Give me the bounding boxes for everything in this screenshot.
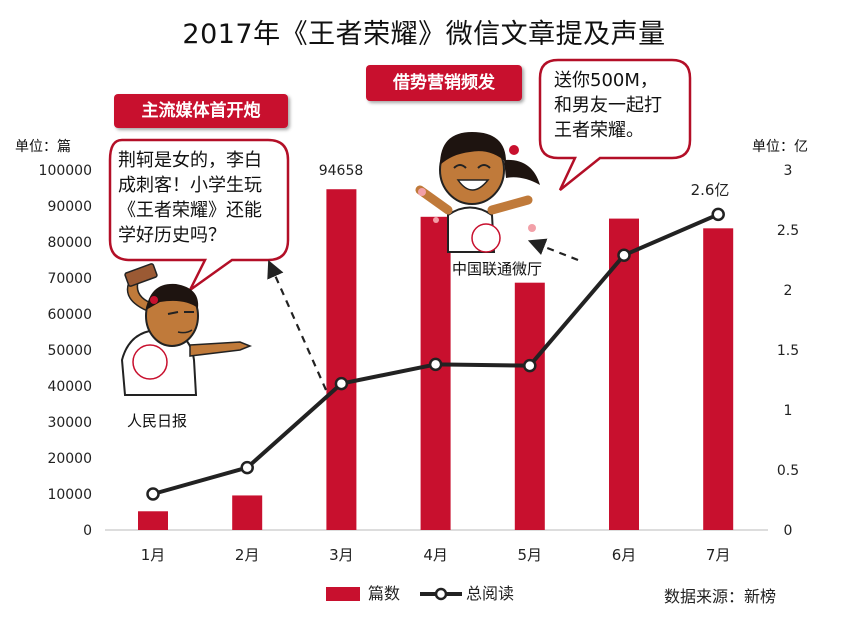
bar-6月 bbox=[609, 218, 639, 530]
line-series bbox=[146, 207, 725, 501]
x-tick-label: 3月 bbox=[329, 546, 354, 564]
line-point-4月 bbox=[428, 357, 443, 372]
right-tick-label: 0.5 bbox=[777, 463, 799, 479]
left-tick-label: 0 bbox=[83, 523, 92, 539]
character-right-label: 中国联通微厅 bbox=[452, 260, 543, 278]
left-tick-label: 100000 bbox=[39, 163, 92, 179]
legend-swatch-line-marker bbox=[434, 587, 448, 601]
left-tick-label: 60000 bbox=[47, 307, 92, 323]
left-tick-label: 50000 bbox=[47, 343, 92, 359]
tag-mainstream-media: 主流媒体首开炮 bbox=[114, 94, 288, 128]
right-axis-unit: 单位：亿 bbox=[752, 139, 808, 155]
line-point-6月 bbox=[617, 248, 631, 262]
dashed-arrow-right bbox=[527, 238, 579, 262]
bar-7月 bbox=[703, 228, 734, 530]
right-tick-label: 3 bbox=[784, 163, 793, 179]
bubble-right-text: 送你500M， 和男友一起打 王者荣耀。 bbox=[554, 70, 662, 141]
left-tick-label: 10000 bbox=[47, 487, 92, 503]
left-tick-label: 40000 bbox=[47, 379, 92, 395]
legend-label-line: 总阅读 bbox=[466, 584, 514, 603]
line-point-3月 bbox=[334, 376, 349, 391]
right-tick-label: 1 bbox=[784, 403, 793, 419]
right-tick-label: 1.5 bbox=[777, 343, 799, 359]
tag-marketing: 借势营销频发 bbox=[366, 65, 522, 101]
chart-title: 2017年《王者荣耀》微信文章提及声量 bbox=[182, 19, 666, 50]
speech-bubble-right bbox=[538, 58, 692, 191]
right-tick-label: 2.5 bbox=[777, 223, 799, 239]
left-tick-label: 90000 bbox=[47, 199, 92, 215]
bar-data-label-march: 94658 bbox=[319, 163, 364, 179]
character-left-illustration bbox=[120, 263, 253, 396]
left-axis-ticks: 0 10000 20000 30000 40000 50000 60000 70000 8000… bbox=[39, 163, 92, 539]
dashed-arrow-left bbox=[267, 259, 328, 391]
legend-label-bar: 篇数 bbox=[368, 584, 400, 603]
line-point-1月 bbox=[146, 487, 160, 501]
line-point-7月 bbox=[711, 207, 725, 222]
left-tick-label: 20000 bbox=[47, 451, 92, 467]
line-point-5月 bbox=[523, 358, 537, 373]
character-left-label: 人民日报 bbox=[127, 412, 188, 430]
line-point-2月 bbox=[240, 460, 254, 475]
line-data-label-july: 2.6亿 bbox=[691, 181, 730, 199]
bar-1月 bbox=[138, 511, 168, 530]
x-tick-label: 6月 bbox=[612, 546, 637, 564]
right-tick-label: 0 bbox=[784, 523, 793, 539]
x-tick-label: 5月 bbox=[518, 546, 543, 564]
left-tick-label: 30000 bbox=[47, 415, 92, 431]
left-tick-label: 70000 bbox=[47, 271, 92, 287]
x-axis-ticks: 1月 2月 3月 4月 5月 6月 7月 bbox=[141, 546, 731, 564]
right-tick-label: 2 bbox=[784, 283, 793, 299]
right-axis-ticks: 0 0.5 1 1.5 2 2.5 3 bbox=[777, 163, 799, 539]
bar-5月 bbox=[514, 282, 545, 530]
bubble-left-text: 荆轲是女的，李白 成刺客！小学生玩 《王者荣耀》还能 学好历史吗？ bbox=[118, 150, 262, 246]
x-tick-label: 1月 bbox=[141, 546, 166, 564]
character-right-illustration bbox=[415, 132, 540, 253]
data-source: 数据来源：新榜 bbox=[664, 587, 777, 606]
bar-4月 bbox=[420, 216, 451, 531]
bar-series bbox=[138, 189, 734, 531]
left-axis-unit: 单位：篇 bbox=[15, 139, 71, 155]
bar-3月 bbox=[326, 189, 357, 530]
x-tick-label: 7月 bbox=[706, 546, 731, 564]
speech-bubble-left bbox=[108, 138, 290, 292]
legend-swatch-bar bbox=[326, 587, 360, 601]
x-tick-label: 2月 bbox=[235, 546, 260, 564]
left-tick-label: 80000 bbox=[47, 235, 92, 251]
x-tick-label: 4月 bbox=[423, 546, 448, 564]
bar-2月 bbox=[232, 495, 263, 530]
